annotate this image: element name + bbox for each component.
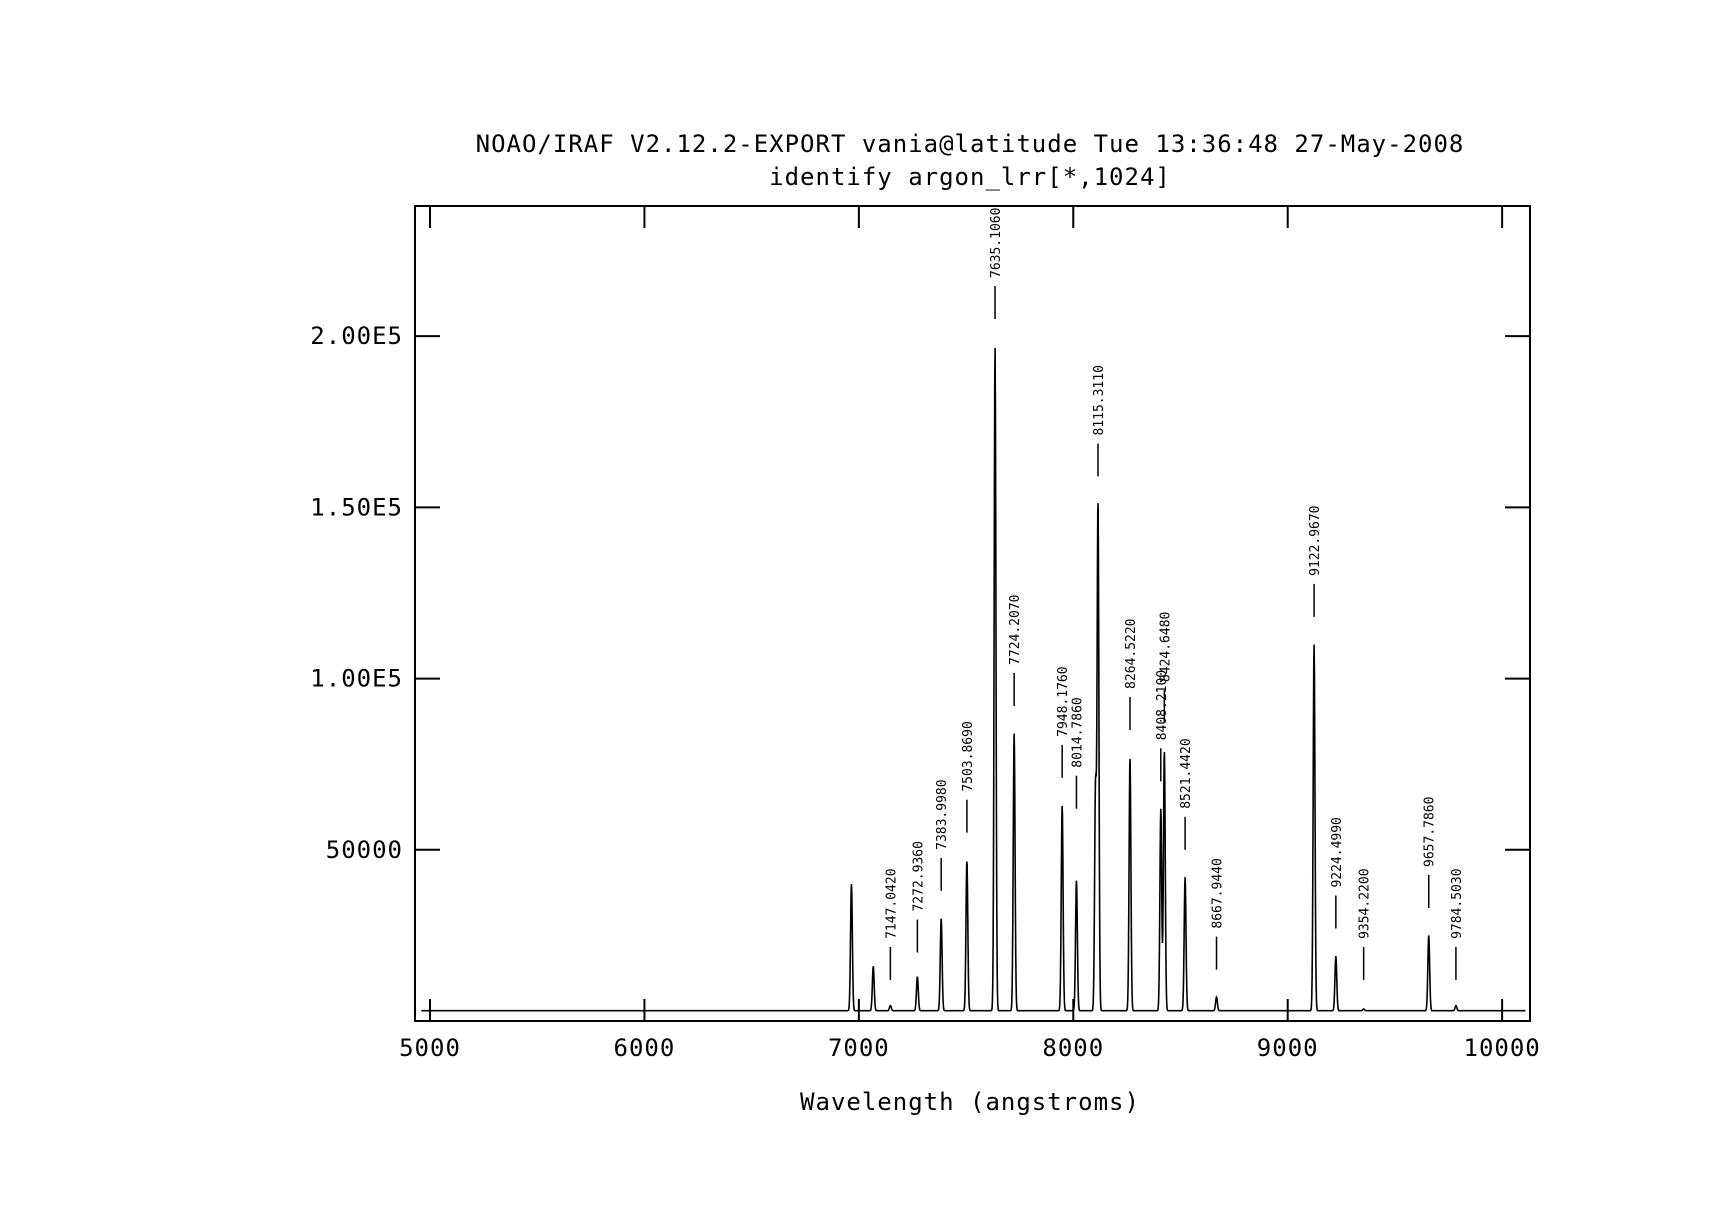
identified-line-label: 7948.1760 (1056, 666, 1071, 736)
spectrum-line (421, 347, 1526, 1012)
chart-title-line2: identify argon_lrr[*,1024] (769, 163, 1171, 191)
x-tick-label: 6000 (614, 1034, 676, 1062)
x-tick-label: 8000 (1042, 1034, 1104, 1062)
x-axis-label: Wavelength (angstroms) (800, 1088, 1140, 1116)
y-tick-label: 1.00E5 (310, 665, 403, 693)
identified-line-label: 9657.7860 (1423, 797, 1438, 867)
identified-line-label: 8667.9440 (1211, 858, 1226, 928)
identified-line-label: 7503.8690 (961, 721, 976, 791)
identified-line-label: 8424.6480 (1158, 612, 1173, 682)
identified-line-label: 9354.2200 (1358, 868, 1373, 938)
identified-line-label: 7635.1060 (989, 208, 1004, 278)
identified-line-label: 9784.5030 (1450, 868, 1465, 938)
identified-line-label: 7724.2070 (1008, 595, 1023, 665)
identified-line-label: 8014.7860 (1070, 697, 1085, 767)
y-tick-label: 50000 (326, 836, 403, 864)
identified-line-label: 8264.5220 (1124, 618, 1139, 688)
identified-line-label: 8408.2100 (1155, 670, 1170, 740)
x-tick-label: 10000 (1464, 1034, 1541, 1062)
identified-line-label: 8521.4420 (1179, 738, 1194, 808)
x-tick-label: 7000 (828, 1034, 890, 1062)
chart-title-line1: NOAO/IRAF V2.12.2-EXPORT vania@latitude … (476, 130, 1465, 158)
identified-line-label: 7383.9980 (935, 779, 950, 849)
plot-area: 5000 6000 7000 8000 9000 10000 50000 1.00E5 1.50… (310, 205, 1541, 1062)
identified-line-label: 7147.0420 (884, 868, 899, 938)
x-tick-label: 9000 (1257, 1034, 1319, 1062)
y-tick-label: 1.50E5 (310, 493, 403, 521)
identified-line-label: 7272.9360 (911, 841, 926, 911)
identified-line-label: 9122.9670 (1308, 505, 1323, 575)
identified-line-label: 9224.4990 (1330, 817, 1345, 887)
x-tick-label: 5000 (399, 1034, 461, 1062)
y-tick-label: 2.00E5 (310, 322, 403, 350)
identified-line-label: 8115.3110 (1092, 365, 1107, 435)
plot-frame (414, 205, 1531, 1022)
